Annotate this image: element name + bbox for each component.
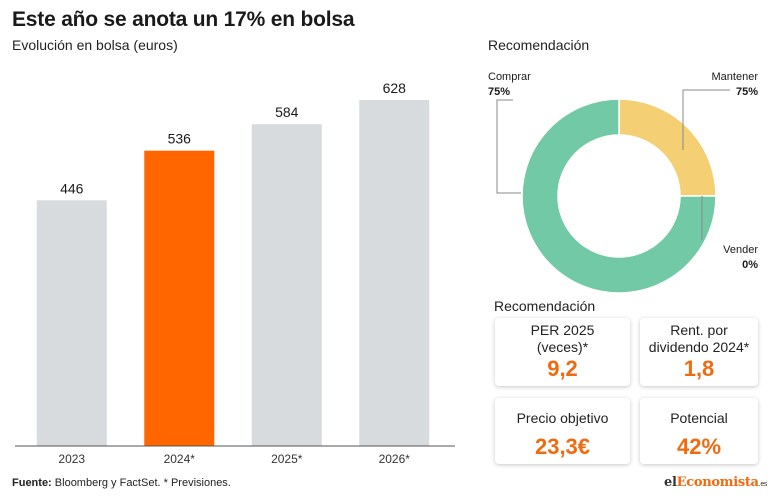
recommendation-title-secondary: Recomendación [494,298,596,314]
recommendation-title: Recomendación [488,37,590,53]
card-per-label-2: (veces)* [536,339,589,355]
donut-slice-mantener [618,98,717,197]
card-rent-label-1: Rent. por [670,322,728,338]
chart-subtitle: Evolución en bolsa (euros) [12,37,178,53]
chart-title: Este año se anota un 17% en bolsa [12,8,355,31]
x-tick-label: 2023 [58,452,85,466]
legend-mantener-value: 75% [736,86,758,98]
card-potencial-label: Potencial [670,410,728,426]
card-precio-value: 23,3€ [534,434,591,459]
x-tick-label: 2026* [379,452,411,466]
card-rent-value: 1,8 [683,356,715,381]
bar-value-label: 628 [383,80,407,96]
card-rent: Rent. por dividendo 2024* 1,8 [640,318,758,386]
card-rent-label-2: dividendo 2024* [648,339,750,355]
bar-2026 [359,100,430,446]
card-precio-label: Precio objetivo [516,410,609,426]
brand-logo: elEconomista.es [664,475,767,490]
legend-mantener-label: Mantener [712,71,759,83]
bar-2024 [144,150,215,446]
card-per-label-1: PER 2025 [530,322,595,338]
bar-2025 [251,124,322,446]
card-potencial-value: 42% [676,434,722,459]
bar-2023 [36,200,107,446]
legend-comprar-label: Comprar [488,71,531,83]
logo-part-economista: Economista [676,475,759,490]
bar-value-label: 584 [275,104,299,120]
footer-source-text: Bloomberg y FactSet. * Previsiones. [51,477,231,489]
x-tick-label: 2024* [164,452,196,466]
leader-line-comprar [496,99,521,194]
leader-line-mantener [682,89,730,150]
legend-vender-label: Vender [723,244,758,256]
legend-comprar-value: 75% [488,86,510,98]
card-per-value: 9,2 [547,356,578,381]
logo-part-tld: .es [758,481,768,488]
x-tick-label: 2025* [271,452,303,466]
card-precio: Precio objetivo 23,3€ [495,398,630,464]
bar-value-label: 536 [168,131,192,147]
footer-source: Fuente: Bloomberg y FactSet. * Prevision… [12,477,231,489]
footer-source-label: Fuente: [12,477,52,489]
bar-value-label: 446 [60,180,84,196]
legend-vender-value: 0% [742,259,758,271]
logo-part-el: el [664,475,677,490]
card-per: PER 2025 (veces)* 9,2 [495,318,630,386]
donut-slice-comprar [521,98,717,294]
card-potencial: Potencial 42% [640,398,758,464]
